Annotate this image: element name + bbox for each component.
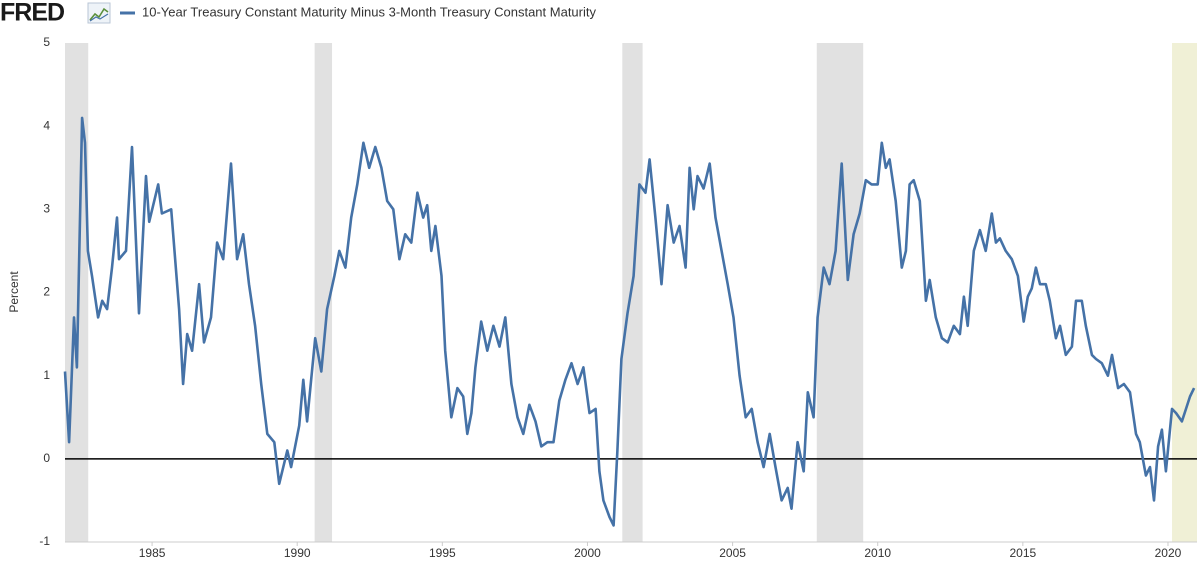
y-axis-label: Percent bbox=[7, 271, 21, 313]
shaded-period bbox=[622, 43, 643, 542]
shaded-period bbox=[1172, 43, 1197, 542]
y-tick-label: 2 bbox=[43, 285, 50, 299]
y-tick-label: 4 bbox=[43, 118, 50, 132]
y-tick-label: 5 bbox=[43, 35, 50, 49]
x-tick-label: 2010 bbox=[864, 546, 891, 560]
shaded-period bbox=[65, 43, 89, 542]
logo-icon bbox=[87, 2, 111, 24]
x-tick-label: 2000 bbox=[574, 546, 601, 560]
shaded-period bbox=[816, 43, 864, 542]
x-tick-label: 2015 bbox=[1009, 546, 1036, 560]
y-tick-label: 3 bbox=[43, 202, 50, 216]
x-tick-label: 2020 bbox=[1155, 546, 1182, 560]
x-tick-label: 1985 bbox=[139, 546, 166, 560]
x-tick-label: 2005 bbox=[719, 546, 746, 560]
legend-label: 10-Year Treasury Constant Maturity Minus… bbox=[142, 4, 596, 19]
x-tick-label: 1990 bbox=[284, 546, 311, 560]
y-tick-label: 0 bbox=[43, 451, 50, 465]
series-line bbox=[63, 116, 1196, 527]
y-tick-label: -1 bbox=[39, 534, 50, 548]
x-tick-label: 1995 bbox=[429, 546, 456, 560]
logo: FRED bbox=[0, 0, 64, 27]
y-tick-label: 1 bbox=[43, 368, 50, 382]
shaded-period bbox=[314, 43, 333, 542]
